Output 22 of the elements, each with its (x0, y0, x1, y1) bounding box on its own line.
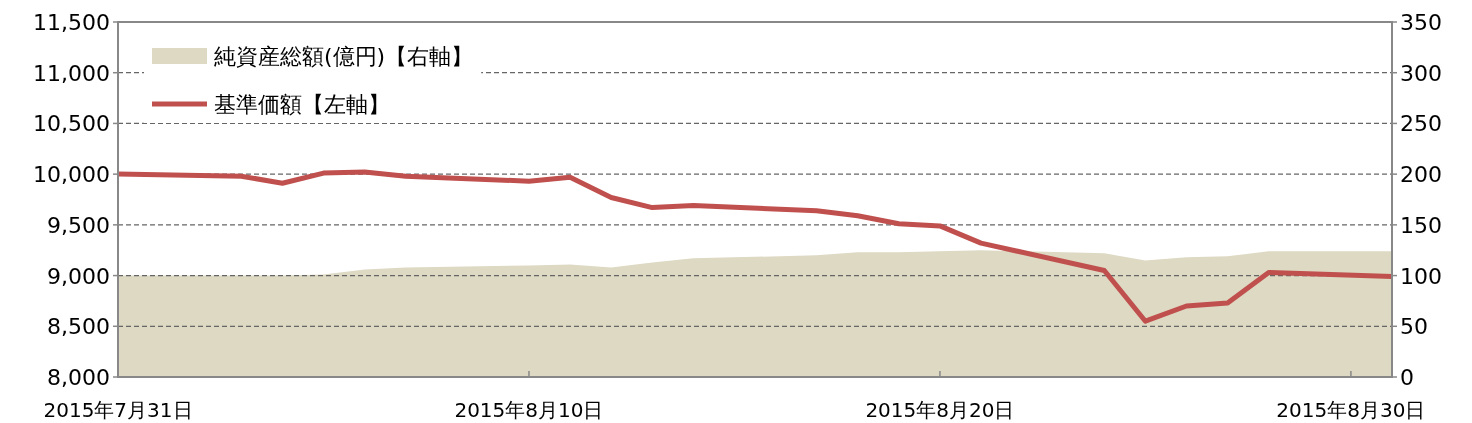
x-tick-label: 2015年8月30日 (1276, 398, 1426, 422)
y2-tick-label: 250 (1400, 111, 1442, 137)
y2-tick-label: 50 (1400, 314, 1428, 340)
y-tick-label: 10,000 (33, 162, 110, 188)
y-tick-label: 8,500 (47, 314, 110, 340)
x-tick-label: 2015年7月31日 (43, 398, 193, 422)
y-tick-label: 10,500 (33, 111, 110, 137)
y2-tick-label: 200 (1400, 162, 1442, 188)
y2-tick-label: 350 (1400, 10, 1442, 35)
x-tick-label: 2015年8月20日 (865, 398, 1015, 422)
y-tick-label: 11,000 (33, 60, 110, 86)
y2-tick-label: 100 (1400, 263, 1442, 289)
legend-label: 基準価額【左軸】 (214, 92, 390, 117)
y-tick-label: 11,500 (33, 10, 110, 35)
y-tick-label: 9,500 (47, 212, 110, 238)
y2-tick-label: 300 (1400, 60, 1442, 86)
y-tick-label: 9,000 (47, 263, 110, 289)
y2-tick-label: 0 (1400, 365, 1414, 390)
y2-tick-label: 150 (1400, 212, 1442, 238)
y-tick-label: 8,000 (47, 365, 110, 390)
x-tick-label: 2015年8月10日 (454, 398, 604, 422)
legend-label: 純資産総額(億円)【右軸】 (214, 44, 474, 69)
